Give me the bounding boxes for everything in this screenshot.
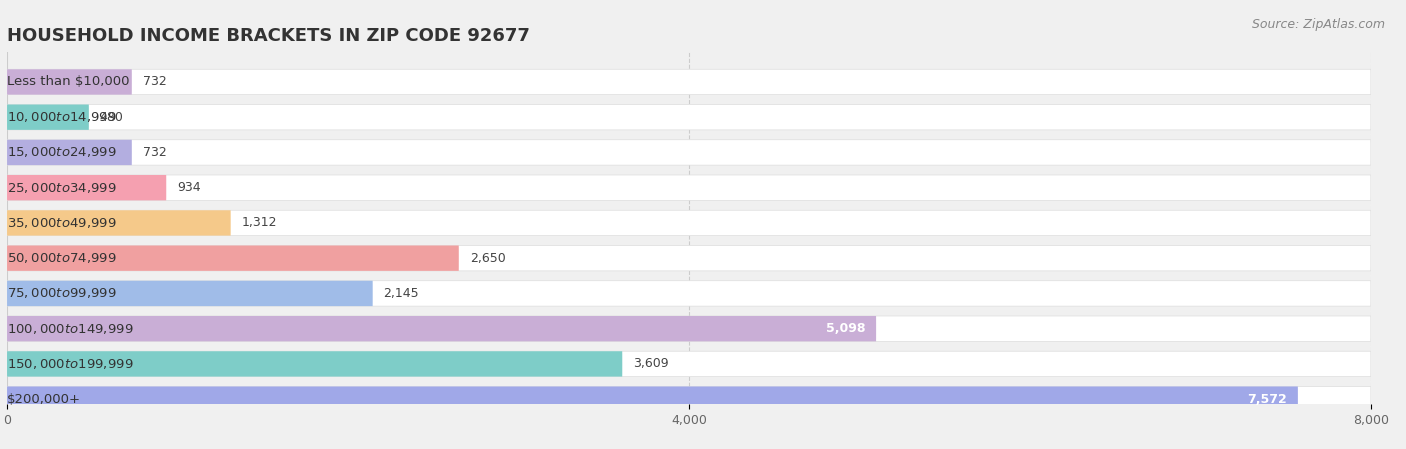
FancyBboxPatch shape — [7, 210, 1371, 236]
Text: $15,000 to $24,999: $15,000 to $24,999 — [7, 145, 117, 159]
Text: 732: 732 — [143, 146, 166, 159]
Text: 934: 934 — [177, 181, 201, 194]
FancyBboxPatch shape — [7, 69, 132, 95]
FancyBboxPatch shape — [7, 175, 166, 200]
Text: $200,000+: $200,000+ — [7, 393, 82, 405]
Text: HOUSEHOLD INCOME BRACKETS IN ZIP CODE 92677: HOUSEHOLD INCOME BRACKETS IN ZIP CODE 92… — [7, 26, 530, 44]
FancyBboxPatch shape — [7, 246, 458, 271]
Text: 3,609: 3,609 — [633, 357, 669, 370]
Text: 480: 480 — [100, 111, 124, 123]
FancyBboxPatch shape — [7, 246, 1371, 271]
Text: 732: 732 — [143, 75, 166, 88]
Text: 7,572: 7,572 — [1247, 393, 1286, 405]
FancyBboxPatch shape — [7, 281, 373, 306]
FancyBboxPatch shape — [7, 316, 876, 341]
FancyBboxPatch shape — [7, 140, 1371, 165]
FancyBboxPatch shape — [7, 281, 1371, 306]
Text: Less than $10,000: Less than $10,000 — [7, 75, 129, 88]
FancyBboxPatch shape — [7, 387, 1371, 412]
FancyBboxPatch shape — [7, 175, 1371, 200]
Text: 2,145: 2,145 — [384, 287, 419, 300]
Text: $75,000 to $99,999: $75,000 to $99,999 — [7, 286, 117, 300]
FancyBboxPatch shape — [7, 105, 1371, 130]
FancyBboxPatch shape — [7, 351, 623, 377]
Text: $10,000 to $14,999: $10,000 to $14,999 — [7, 110, 117, 124]
FancyBboxPatch shape — [7, 210, 231, 236]
FancyBboxPatch shape — [7, 351, 1371, 377]
FancyBboxPatch shape — [7, 387, 1298, 412]
Text: $35,000 to $49,999: $35,000 to $49,999 — [7, 216, 117, 230]
Text: 1,312: 1,312 — [242, 216, 277, 229]
Text: $100,000 to $149,999: $100,000 to $149,999 — [7, 321, 134, 336]
FancyBboxPatch shape — [7, 69, 1371, 95]
Text: 5,098: 5,098 — [825, 322, 865, 335]
Text: $25,000 to $34,999: $25,000 to $34,999 — [7, 180, 117, 195]
FancyBboxPatch shape — [7, 316, 1371, 341]
Text: $150,000 to $199,999: $150,000 to $199,999 — [7, 357, 134, 371]
Text: $50,000 to $74,999: $50,000 to $74,999 — [7, 251, 117, 265]
Text: 2,650: 2,650 — [470, 252, 505, 264]
FancyBboxPatch shape — [7, 140, 132, 165]
Text: Source: ZipAtlas.com: Source: ZipAtlas.com — [1251, 18, 1385, 31]
FancyBboxPatch shape — [7, 105, 89, 130]
